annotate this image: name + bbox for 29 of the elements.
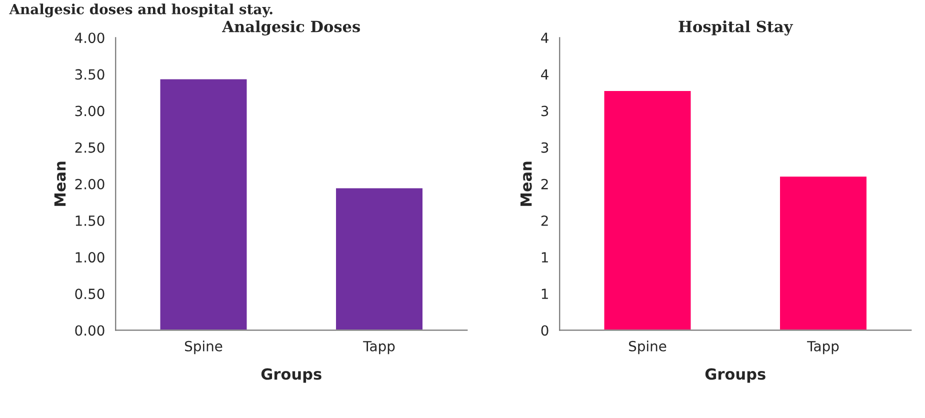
y-axis-title: Mean bbox=[520, 162, 532, 206]
y-tick-label: 4 bbox=[541, 32, 548, 43]
chart-title: Analgesic Doses bbox=[222, 20, 360, 36]
y-tick-label: 2 bbox=[541, 215, 548, 226]
chart-title: Hospital Stay bbox=[678, 20, 794, 36]
x-tick-label: Tapp bbox=[363, 341, 395, 354]
y-tick-label: 3 bbox=[541, 106, 548, 116]
y-axis-title: Mean bbox=[54, 162, 66, 206]
x-tick-label: Spine bbox=[184, 340, 222, 354]
y-tick-label: 0.50 bbox=[75, 288, 104, 300]
x-axis-title: Groups bbox=[705, 368, 766, 383]
y-tick-label: 2.00 bbox=[75, 178, 104, 190]
x-tick-label: Spine bbox=[628, 340, 666, 354]
x-tick-label: Tapp bbox=[807, 341, 839, 354]
y-tick-label: 4.00 bbox=[74, 32, 104, 44]
y-tick-label: 0.00 bbox=[75, 325, 104, 336]
y-tick-label: 2 bbox=[541, 178, 548, 190]
y-tick-label: 4 bbox=[541, 69, 548, 80]
y-tick-label: 1.00 bbox=[76, 252, 104, 263]
y-tick-label: 3.00 bbox=[75, 106, 104, 116]
y-tick-label: 3 bbox=[541, 142, 548, 153]
text: Analgesic doses and hospital stay. bbox=[9, 4, 272, 18]
y-tick-label: 1.50 bbox=[76, 215, 104, 226]
x-axis-title: Groups bbox=[261, 368, 322, 383]
y-tick-label: 1 bbox=[542, 252, 548, 262]
y-tick-label: 3.50 bbox=[75, 69, 104, 80]
y-tick-label: 1 bbox=[542, 288, 548, 299]
y-tick-label: 2.50 bbox=[75, 142, 104, 153]
y-tick-label: 0 bbox=[541, 325, 548, 336]
